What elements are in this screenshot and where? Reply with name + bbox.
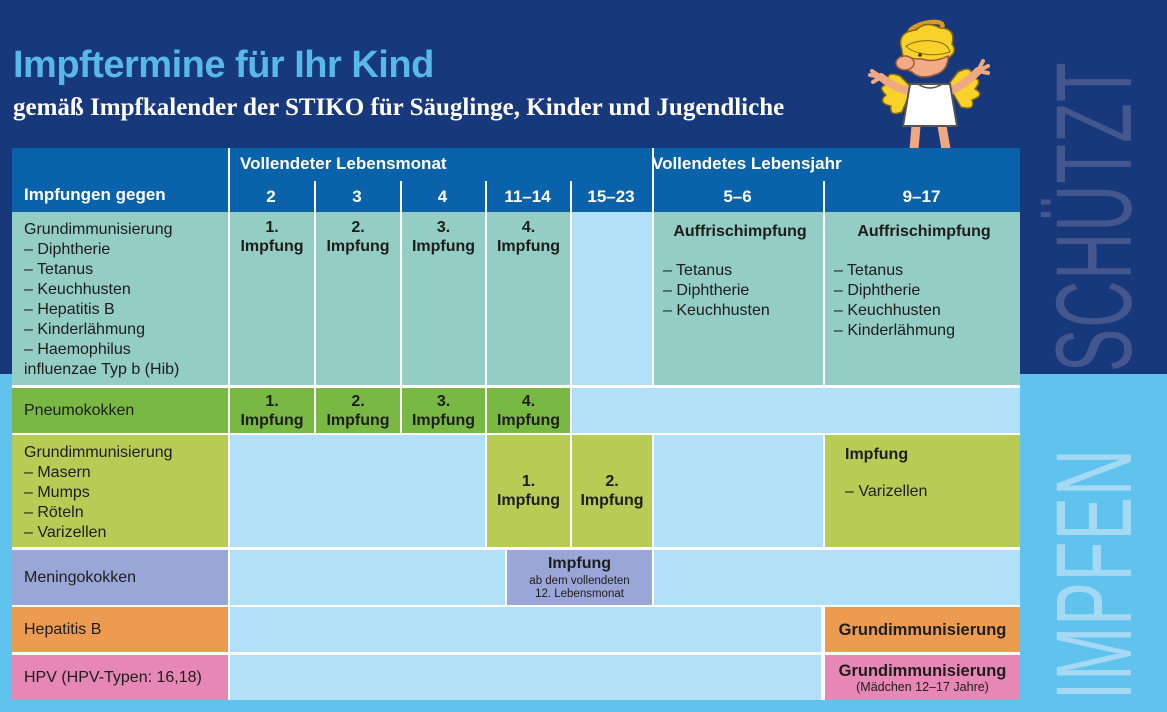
grundimmunisierung-note: (Mädchen 12–17 Jahre): [856, 679, 989, 694]
cell-r3-year9-17: Impfung – Varizellen: [825, 435, 1020, 547]
cell-r3-month11-14: 1. Impfung: [487, 435, 570, 547]
booster-title: Auffrischimpfung: [673, 223, 807, 240]
cell-r3-year5-6-empty: [654, 435, 823, 547]
cell-r1-month4: 3. Impfung: [402, 212, 485, 385]
column-header-year-9-17: 9–17: [902, 187, 941, 206]
cell-r2-month2: 1. Impfung: [230, 388, 314, 433]
header-divider: [570, 181, 572, 212]
column-header-month-11-14: 11–14: [504, 187, 551, 206]
header-divider: [228, 148, 230, 212]
page-title: Impftermine für Ihr Kind: [13, 44, 434, 86]
booster-items: – Tetanus – Diphtherie – Keuchhusten: [663, 262, 770, 319]
cell-r6-year9-17: Grundimmunisierung (Mädchen 12–17 Jahre): [825, 655, 1020, 700]
cell-r2-month11-14: 4. Impfung: [487, 388, 570, 433]
column-group-lebensjahr: Vollendetes Lebensjahr: [652, 154, 842, 173]
row-label-meningokokken: Meningokokken: [12, 550, 228, 605]
row-label-hpv: HPV (HPV-Typen: 16,18): [12, 655, 228, 700]
cell-r1-month2: 1. Impfung: [230, 212, 314, 385]
side-word-schuetzt: SCHÜTZT: [1033, 61, 1154, 372]
column-header-month-4: 4: [437, 187, 448, 206]
cell-r6-left-empty: [230, 655, 821, 700]
cell-r1-month15-23-empty: [572, 212, 652, 385]
header-divider: [400, 181, 402, 212]
row-label-pneumokokken: Pneumokokken: [12, 388, 228, 433]
cell-r5-year9-17: Grundimmunisierung: [825, 607, 1020, 652]
column-header-year-5-6: 5–6: [723, 187, 752, 206]
impfung-title: Impfung: [845, 446, 909, 463]
table-header: Impfungen gegen Vollendeter Lebensmonat …: [12, 148, 1020, 212]
row-label-grundimmunisierung-6fach: Grundimmunisierung – Diphtherie – Tetanu…: [12, 212, 228, 385]
column-header-impfungen-gegen: Impfungen gegen: [24, 185, 166, 204]
cell-r2-rest-empty: [572, 388, 1020, 433]
cell-r3-months2-4-empty: [230, 435, 485, 547]
grundimmunisierung-title: Grundimmunisierung: [838, 661, 1007, 680]
column-group-lebensmonat: Vollendeter Lebensmonat: [240, 154, 447, 173]
cell-r4-left-empty: [230, 550, 505, 605]
column-header-month-2: 2: [266, 187, 276, 206]
cell-r1-month3: 2. Impfung: [316, 212, 400, 385]
angel-icon: [868, 19, 990, 161]
row-label-hepatitis-b: Hepatitis B: [12, 607, 228, 652]
impfung-items: – Varizellen: [845, 483, 928, 500]
cell-r1-year9-17: Auffrischimpfung – Tetanus – Diphtherie …: [825, 212, 1020, 385]
impfung-note: ab dem vollendeten 12. Lebensmonat: [529, 574, 630, 600]
impfung-title: Impfung: [547, 554, 612, 572]
cell-r3-month15-23: 2. Impfung: [572, 435, 652, 547]
cell-r2-month4: 3. Impfung: [402, 388, 485, 433]
header-divider: [823, 181, 825, 212]
header-divider: [314, 181, 316, 212]
header-divider: [485, 181, 487, 212]
page-subtitle: gemäß Impfkalender der STIKO für Säuglin…: [13, 94, 785, 121]
booster-title: Auffrischimpfung: [857, 223, 991, 240]
cell-r1-month11-14: 4. Impfung: [487, 212, 570, 385]
column-header-month-3: 3: [352, 187, 362, 206]
cell-r2-month3: 2. Impfung: [316, 388, 400, 433]
booster-items: – Tetanus – Diphtherie – Keuchhusten – K…: [834, 262, 955, 339]
side-word-impfen: IMPFEN: [1033, 447, 1154, 700]
cell-r5-left-empty: [230, 607, 821, 652]
cell-r1-year5-6: Auffrischimpfung – Tetanus – Diphtherie …: [654, 212, 823, 385]
row-label-grundimmunisierung-mmrv: Grundimmunisierung – Masern – Mumps – Rö…: [12, 435, 228, 547]
column-header-month-15-23: 15–23: [587, 187, 635, 206]
cell-r4-right-empty: [654, 550, 1020, 605]
cell-r4-impfung: Impfung ab dem vollendeten 12. Lebensmon…: [507, 550, 652, 605]
header-divider: [652, 148, 654, 212]
